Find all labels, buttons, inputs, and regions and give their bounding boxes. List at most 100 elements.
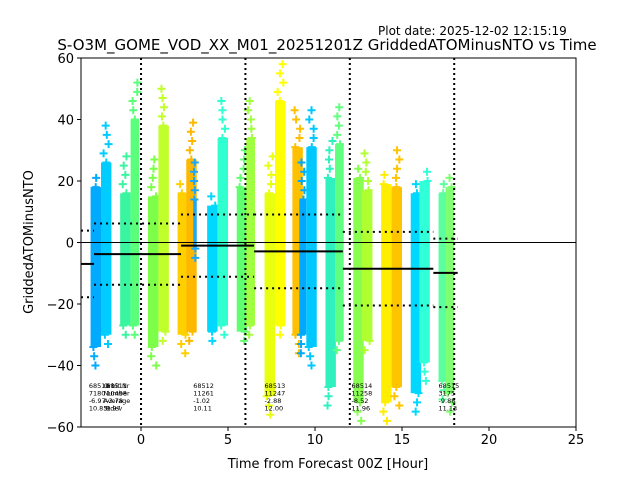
data-point — [91, 183, 100, 192]
data-point — [323, 173, 332, 182]
data-point — [244, 106, 253, 115]
data-point — [438, 395, 447, 404]
data-strip — [410, 193, 422, 394]
x-tick-label: 5 — [224, 433, 232, 448]
stat-header-label: Number — [104, 390, 130, 398]
data-point — [159, 103, 168, 112]
data-point — [324, 383, 333, 392]
data-point — [423, 167, 432, 176]
data-point — [413, 398, 422, 407]
data-point — [128, 97, 137, 106]
orbit-stat-label: 10.11 — [193, 405, 212, 413]
data-point — [265, 189, 274, 198]
data-strip — [391, 187, 403, 388]
data-point — [218, 133, 227, 142]
data-point — [104, 140, 113, 149]
data-strip — [217, 137, 229, 326]
data-point — [299, 195, 308, 204]
data-strip — [90, 187, 102, 348]
orbit-stat-label: 11.13 — [439, 405, 458, 413]
data-point — [336, 140, 345, 149]
orbit-stat-label: 68513 — [265, 382, 286, 390]
data-point — [262, 392, 271, 401]
data-strip — [292, 147, 303, 335]
data-point — [158, 93, 167, 102]
data-point — [266, 180, 275, 189]
data-point — [296, 124, 305, 133]
data-strip — [325, 177, 336, 388]
data-point — [333, 130, 342, 139]
data-point — [278, 60, 287, 69]
orbit-stat-label: 68515 — [439, 382, 460, 390]
data-point — [152, 361, 161, 370]
data-strip — [101, 162, 112, 335]
data-point — [420, 367, 429, 376]
data-point — [220, 124, 229, 133]
data-point — [353, 407, 362, 416]
data-point — [245, 321, 254, 330]
data-point — [149, 164, 158, 173]
data-point — [292, 115, 301, 124]
data-point — [89, 343, 98, 352]
data-point — [101, 121, 110, 130]
data-point — [305, 115, 314, 124]
stat-header-label: Orbit Nr — [104, 382, 130, 390]
y-axis-label: GriddedATOMinusNTO — [22, 170, 37, 314]
data-point — [208, 336, 217, 345]
data-point — [364, 186, 373, 195]
data-point — [190, 167, 199, 176]
data-point — [247, 133, 256, 142]
y-tick-label: −60 — [47, 421, 74, 436]
data-point — [297, 158, 306, 167]
data-strip — [158, 125, 169, 332]
data-point — [395, 401, 404, 410]
data-point — [264, 401, 273, 410]
data-point — [295, 133, 304, 142]
data-point — [362, 158, 371, 167]
forecast-boundaries — [140, 58, 456, 427]
data-point — [448, 398, 457, 407]
data-point — [443, 389, 452, 398]
data-point — [176, 180, 185, 189]
data-point — [334, 336, 343, 345]
stat-header-label: Average — [104, 397, 131, 405]
data-point — [290, 106, 299, 115]
data-point — [158, 336, 167, 345]
data-point — [121, 170, 130, 179]
data-point — [360, 149, 369, 158]
data-point — [185, 336, 194, 345]
data-point — [190, 195, 199, 204]
data-point — [148, 173, 157, 182]
data-point — [276, 330, 285, 339]
data-point — [236, 173, 245, 182]
data-point — [157, 84, 166, 93]
y-axis: −60 −40 −20 0 20 40 60 — [47, 52, 81, 436]
orbit-stat-label: -2.88 — [265, 397, 282, 405]
data-point — [439, 180, 448, 189]
x-tick-label: 0 — [137, 433, 145, 448]
y-tick-label: 40 — [57, 114, 74, 129]
data-point — [122, 152, 131, 161]
data-point — [100, 330, 109, 339]
stat-header-label: Stdev — [104, 405, 123, 413]
data-point — [365, 336, 374, 345]
data-point — [306, 352, 315, 361]
data-point — [364, 177, 373, 185]
y-tick-label: 60 — [57, 52, 74, 67]
data-point — [379, 407, 388, 416]
data-point — [296, 330, 305, 339]
orbit-stat-label: -6.97 — [89, 397, 106, 405]
data-point — [328, 137, 337, 146]
data-point — [207, 192, 216, 201]
orbit-stat-label: 68510 — [89, 382, 110, 390]
data-strip — [299, 199, 307, 335]
data-point — [218, 115, 227, 124]
y-tick-label: −20 — [47, 298, 74, 313]
data-point — [122, 189, 131, 198]
data-point — [323, 401, 332, 410]
data-point — [392, 183, 401, 192]
data-point — [420, 358, 429, 367]
data-point — [188, 327, 197, 336]
data-point — [325, 164, 334, 173]
orbit-stat-label: 11261 — [193, 390, 214, 398]
